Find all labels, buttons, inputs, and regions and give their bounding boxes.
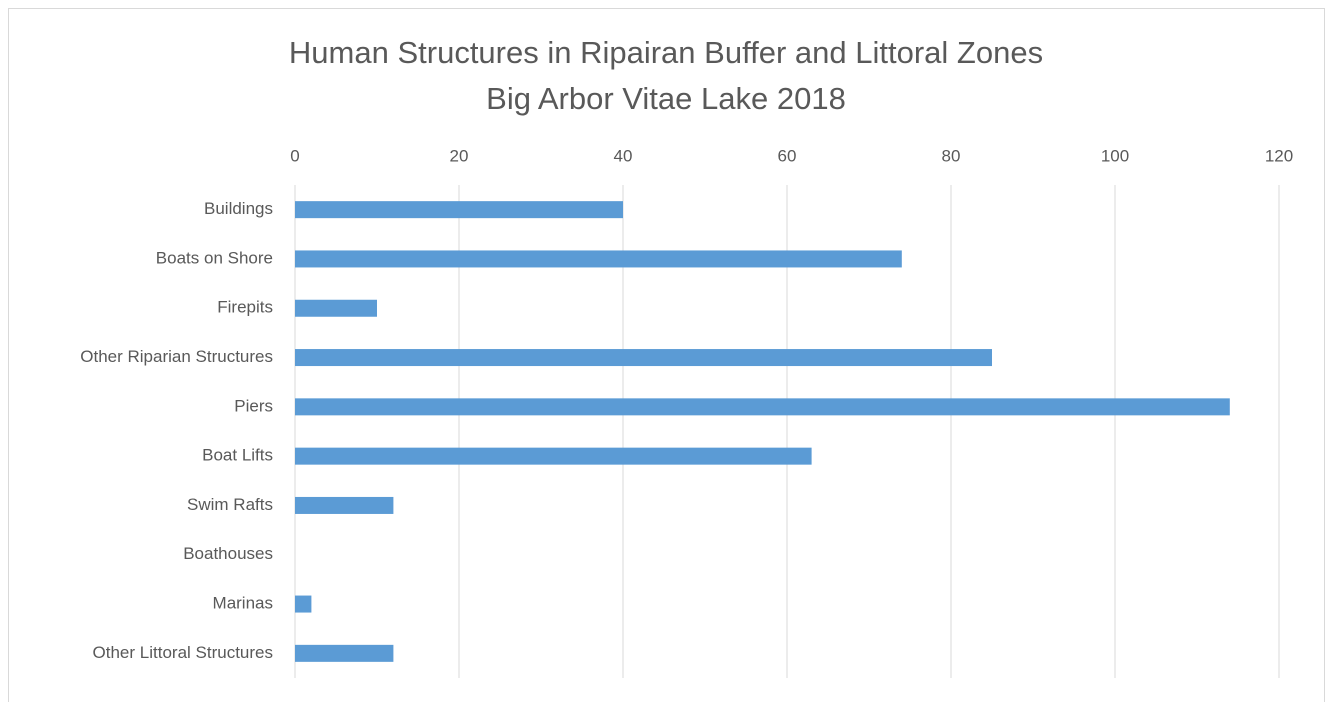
bar — [295, 398, 1230, 416]
x-tick-label: 100 — [1101, 146, 1129, 165]
bar — [295, 644, 394, 662]
x-tick-label: 120 — [1265, 146, 1293, 165]
bar — [295, 447, 812, 465]
bar — [295, 201, 623, 219]
y-tick-label: Piers — [234, 396, 273, 415]
y-tick-label: Other Riparian Structures — [80, 347, 273, 366]
bar — [295, 250, 902, 268]
y-tick-label: Other Littoral Structures — [93, 643, 273, 662]
y-tick-label: Boats on Shore — [156, 248, 273, 267]
bar — [295, 595, 312, 613]
x-tick-label: 60 — [778, 146, 797, 165]
x-tick-label: 40 — [614, 146, 633, 165]
chart-subtitle: Big Arbor Vitae Lake 2018 — [486, 81, 846, 116]
y-tick-label: Swim Rafts — [187, 495, 273, 514]
y-tick-label: Boathouses — [183, 544, 273, 563]
y-tick-label: Marinas — [213, 594, 273, 613]
bar — [295, 299, 377, 317]
x-tick-label: 80 — [942, 146, 961, 165]
y-tick-label: Boat Lifts — [202, 446, 273, 465]
x-tick-label: 20 — [450, 146, 469, 165]
bar — [295, 349, 992, 367]
y-tick-label: Firepits — [217, 298, 273, 317]
chart-title: Human Structures in Ripairan Buffer and … — [289, 35, 1043, 70]
bar — [295, 496, 394, 514]
x-tick-label: 0 — [290, 146, 299, 165]
y-tick-label: Buildings — [204, 199, 273, 218]
